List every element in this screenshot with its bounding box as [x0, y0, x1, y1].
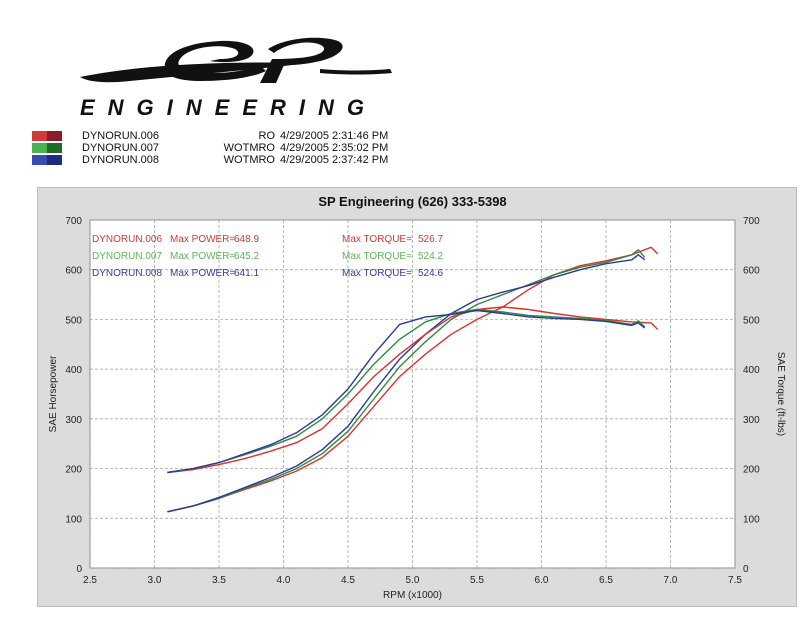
annotation-run: DYNORUN.007: [92, 251, 162, 262]
annotation-torque-label: Max TORQUE=: [342, 268, 412, 279]
x-tick-label: 3.0: [148, 575, 162, 586]
y2-tick-label: 700: [743, 216, 760, 227]
annotation-power-label: Max POWER=: [170, 251, 235, 262]
run-color-swatch: [32, 131, 62, 141]
y-tick-label: 100: [65, 514, 82, 525]
annotation-run: DYNORUN.006: [92, 234, 162, 245]
x-tick-label: 7.5: [728, 575, 742, 586]
x-tick-label: 3.5: [212, 575, 226, 586]
annotation-run: DYNORUN.008: [92, 268, 162, 279]
y2-tick-label: 0: [743, 564, 749, 575]
x-tick-label: 6.0: [535, 575, 549, 586]
y2-tick-label: 500: [743, 315, 760, 326]
series-line-torque: [167, 308, 646, 474]
run-date: 4/29/2005 2:37:42 PM: [280, 154, 389, 166]
y-tick-label: 300: [65, 415, 82, 426]
x-axis-label: RPM (x1000): [383, 590, 442, 601]
x-tick-label: 5.5: [470, 575, 484, 586]
run-mode: RO: [258, 130, 276, 142]
run-name: DYNORUN.008: [82, 154, 160, 166]
x-tick-label: 4.5: [341, 575, 355, 586]
annotation-power-label: Max POWER=: [170, 234, 235, 245]
run-date: 4/29/2005 2:31:46 PM: [280, 130, 389, 142]
y2-tick-label: 600: [743, 266, 760, 277]
x-tick-label: 2.5: [83, 575, 97, 586]
y2-tick-label: 200: [743, 465, 760, 476]
y-axis-label: SAE Horsepower: [48, 355, 59, 432]
x-tick-label: 7.0: [664, 575, 678, 586]
annotation-torque-label: Max TORQUE=: [342, 234, 412, 245]
x-tick-label: 5.0: [406, 575, 420, 586]
annotation-torque-label: Max TORQUE=: [342, 251, 412, 262]
dyno-chart-frame: SP Engineering (626) 333-5398 2.5 3.0 3.5 4.…: [37, 187, 797, 607]
series-line-power: [167, 249, 646, 513]
annotation-power-value: 645.2: [234, 251, 259, 262]
y-tick-label: 700: [65, 216, 82, 227]
y-tick-label: 0: [76, 564, 82, 575]
y-tick-label: 400: [65, 365, 82, 376]
sp-logo: [70, 25, 400, 120]
sp-logo-mark: [80, 37, 392, 83]
run-mode: WOTMRO: [223, 154, 275, 166]
y2-tick-label: 300: [743, 415, 760, 426]
x-tick-label: 4.0: [277, 575, 291, 586]
annotation-power-value: 641.1: [234, 268, 259, 279]
series-line-power: [167, 246, 659, 513]
chart-title: SP Engineering (626) 333-5398: [318, 194, 506, 209]
y2-tick-label: 400: [743, 365, 760, 376]
y-tick-label: 500: [65, 315, 82, 326]
brand-name: ENGINEERING: [80, 95, 378, 120]
run-mode: WOTMRO: [223, 142, 275, 154]
y2-axis-label: SAE Torque (ft-lbs): [775, 352, 786, 436]
y-tick-label: 200: [65, 465, 82, 476]
run-color-swatch: [32, 143, 62, 153]
y-tick-label: 600: [65, 266, 82, 277]
annotation-power-value: 648.9: [234, 234, 259, 245]
run-name: DYNORUN.006: [82, 130, 160, 142]
series-line-torque: [167, 306, 659, 474]
annotation-torque-value: 526.7: [418, 234, 443, 245]
series-line-torque: [167, 309, 646, 474]
run-color-swatch: [32, 155, 62, 165]
annotation-torque-value: 524.6: [418, 268, 443, 279]
x-tick-label: 6.5: [599, 575, 613, 586]
run-name: DYNORUN.007: [82, 142, 160, 154]
dyno-chart: SP Engineering (626) 333-5398 2.5 3.0 3.5 4.…: [48, 194, 786, 601]
y2-tick-label: 100: [743, 514, 760, 525]
annotation-torque-value: 524.2: [418, 251, 443, 262]
run-date: 4/29/2005 2:35:02 PM: [280, 142, 389, 154]
annotation-power-label: Max POWER=: [170, 268, 235, 279]
